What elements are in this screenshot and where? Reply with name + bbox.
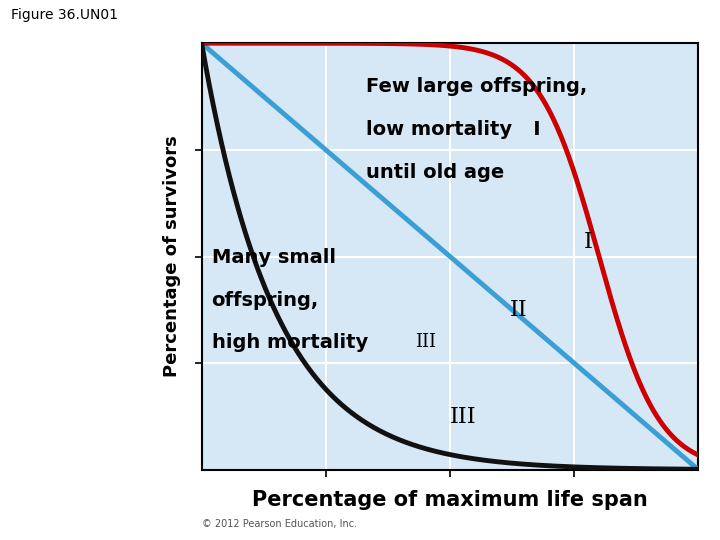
- Y-axis label: Percentage of survivors: Percentage of survivors: [163, 136, 181, 377]
- Text: low mortality    I: low mortality I: [366, 120, 540, 139]
- Text: Many small: Many small: [212, 248, 336, 267]
- X-axis label: Percentage of maximum life span: Percentage of maximum life span: [252, 490, 648, 510]
- Text: © 2012 Pearson Education, Inc.: © 2012 Pearson Education, Inc.: [202, 519, 356, 529]
- Text: III: III: [415, 333, 436, 352]
- Text: I: I: [584, 231, 593, 253]
- Text: II: II: [510, 299, 527, 321]
- Text: Figure 36.UN01: Figure 36.UN01: [11, 8, 118, 22]
- Text: high mortality: high mortality: [212, 333, 368, 352]
- Text: offspring,: offspring,: [212, 291, 319, 309]
- Text: III: III: [450, 406, 477, 428]
- Text: Few large offspring,: Few large offspring,: [366, 77, 587, 96]
- Text: until old age: until old age: [366, 163, 504, 181]
